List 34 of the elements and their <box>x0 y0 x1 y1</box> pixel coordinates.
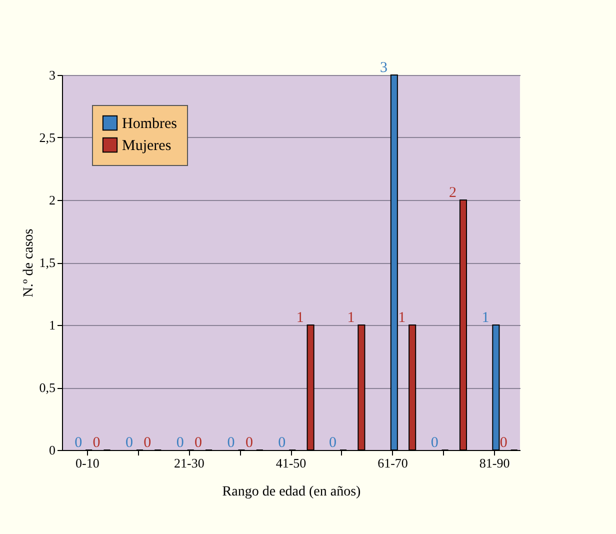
data-label: 1 <box>482 310 490 326</box>
x-tick-label: 81-90 <box>479 456 510 470</box>
y-axis-title: N.º de casos <box>21 228 36 298</box>
legend-label: Hombres <box>122 116 178 132</box>
data-label: 0 <box>92 435 100 451</box>
data-label: 0 <box>500 435 508 451</box>
y-tick-label: 2 <box>49 192 56 208</box>
data-label: 0 <box>74 435 82 451</box>
data-label: 1 <box>398 310 406 326</box>
data-label: 0 <box>176 435 184 451</box>
x-tick-label: 0-10 <box>76 456 100 470</box>
data-label: 3 <box>380 60 388 76</box>
y-tick-label: 1 <box>49 318 56 332</box>
x-axis-title: Rango de edad (en años) <box>222 484 362 500</box>
data-label: 0 <box>245 435 253 451</box>
data-label: 1 <box>296 310 304 326</box>
y-tick-label: 2,5 <box>39 130 56 145</box>
y-tick-label: 1,5 <box>39 255 56 270</box>
y-tick-label: 3 <box>49 68 56 82</box>
x-tick-label: 21-30 <box>174 456 204 470</box>
y-tick-label: 0,5 <box>39 380 56 395</box>
data-label: 0 <box>194 435 202 451</box>
data-label: 2 <box>449 185 457 201</box>
data-label: 0 <box>125 435 133 451</box>
x-tick-label: 61-70 <box>378 456 408 470</box>
data-label: 0 <box>430 435 438 451</box>
data-label: 1 <box>347 310 355 326</box>
data-label: 0 <box>144 435 152 451</box>
data-label: 0 <box>278 435 286 451</box>
legend-label: Mujeres <box>122 138 172 154</box>
data-label: 0 <box>227 435 235 451</box>
y-tick-label: 0 <box>49 442 56 458</box>
x-tick-label: 41-50 <box>276 456 306 470</box>
data-label: 0 <box>329 435 337 451</box>
